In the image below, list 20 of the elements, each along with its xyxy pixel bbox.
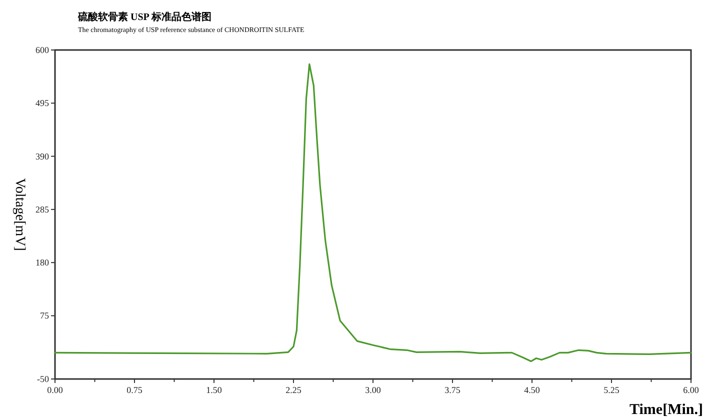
y-tick-label: 75: [40, 310, 50, 321]
y-tick-label: -50: [37, 374, 50, 384]
x-axis-title: Time[Min.]: [630, 402, 703, 418]
y-tick-label: 390: [36, 151, 50, 162]
x-tick-label: 3.00: [365, 385, 382, 395]
y-tick-label: 495: [36, 98, 50, 108]
x-tick-label: 1.50: [206, 385, 222, 395]
y-tick-label: 600: [36, 45, 50, 55]
x-tick-label: 0.75: [126, 385, 143, 395]
x-tick-label: 4.50: [524, 385, 540, 395]
y-tick-label: 180: [36, 258, 50, 268]
chart-title: 硫酸软骨素 USP 标准品色谱图: [77, 11, 212, 23]
x-tick-label: 2.25: [286, 385, 302, 395]
x-tick-label: 5.25: [604, 385, 620, 395]
y-tick-label: 285: [36, 204, 50, 214]
x-tick-label: 6.00: [683, 385, 700, 395]
line-series: [54, 63, 692, 362]
x-tick-label: 3.75: [444, 385, 461, 395]
x-tick-label: 0.00: [47, 385, 64, 395]
y-axis-title: Voltage[mV]: [12, 178, 27, 251]
